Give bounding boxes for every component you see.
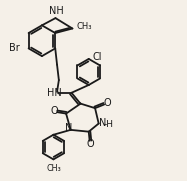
Text: -H: -H [103, 120, 113, 129]
Text: O: O [87, 139, 94, 149]
Text: O: O [103, 98, 111, 108]
Text: O: O [50, 106, 58, 116]
Text: N: N [99, 118, 106, 128]
Text: Cl: Cl [92, 52, 102, 62]
Text: CH₃: CH₃ [46, 165, 61, 173]
Text: CH₃: CH₃ [76, 22, 92, 31]
Text: NH: NH [49, 6, 64, 16]
Text: Br: Br [9, 43, 20, 53]
Text: HN: HN [47, 88, 62, 98]
Text: N: N [65, 123, 73, 133]
